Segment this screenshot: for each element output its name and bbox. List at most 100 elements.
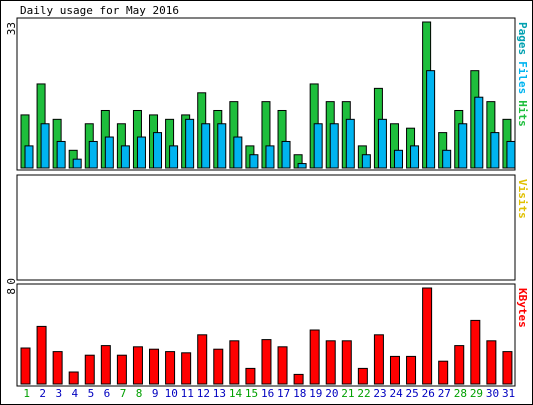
bar	[393, 149, 403, 169]
bar	[72, 158, 82, 169]
x-tick-label: 4	[72, 387, 79, 400]
x-tick-label: 18	[293, 387, 306, 400]
legend-entry: Files	[516, 61, 529, 94]
bar	[406, 355, 417, 385]
x-tick-label: 29	[470, 387, 483, 400]
x-tick-label: 2	[39, 387, 46, 400]
legend-entry: KBytes	[516, 288, 529, 328]
x-tick-label: 24	[389, 387, 403, 400]
bar	[24, 145, 34, 169]
bar	[506, 140, 516, 169]
bar	[341, 340, 352, 385]
x-tick-label: 23	[373, 387, 386, 400]
x-tick-label: 17	[277, 387, 290, 400]
x-tick-label: 22	[357, 387, 370, 400]
bar	[470, 319, 481, 385]
x-tick-label: 8	[136, 387, 143, 400]
x-tick-label: 9	[152, 387, 159, 400]
bar	[261, 339, 272, 385]
bar	[249, 154, 259, 169]
bar	[325, 340, 336, 385]
bar	[116, 354, 127, 385]
bar	[313, 123, 323, 169]
bar	[149, 348, 160, 385]
bar	[84, 354, 95, 385]
bar	[213, 348, 224, 385]
x-tick-label: 31	[502, 387, 515, 400]
chart-title: Daily usage for May 2016	[20, 4, 179, 17]
bar	[410, 145, 420, 169]
bar	[229, 340, 240, 385]
bar	[265, 145, 275, 169]
x-tick-label: 14	[229, 387, 243, 400]
bar	[100, 345, 111, 385]
bar	[486, 340, 497, 385]
x-tick-label: 12	[197, 387, 210, 400]
bar	[120, 145, 130, 169]
x-tick-label: 5	[88, 387, 95, 400]
bar	[181, 352, 192, 385]
x-tick-label: 19	[309, 387, 322, 400]
bar	[281, 140, 291, 169]
x-tick-label: 27	[438, 387, 451, 400]
x-tick-label: 6	[104, 387, 111, 400]
bar	[329, 123, 339, 169]
x-tick-label: 26	[422, 387, 435, 400]
bar	[277, 346, 288, 385]
y-tick-label: 0	[5, 278, 18, 285]
bar	[297, 163, 307, 169]
x-tick-label: 20	[325, 387, 338, 400]
bar	[454, 345, 465, 385]
bar	[185, 118, 195, 169]
legend-entry: Pages	[516, 22, 529, 55]
x-tick-label: 28	[454, 387, 467, 400]
x-tick-label: 21	[341, 387, 354, 400]
bar	[68, 371, 79, 385]
bar	[40, 123, 50, 169]
y-tick-label: 33	[5, 22, 18, 35]
bar	[422, 287, 433, 385]
bar	[309, 329, 320, 385]
bar	[377, 118, 387, 169]
bar	[20, 347, 31, 385]
legend-entry: Hits	[516, 100, 529, 127]
bar	[458, 123, 468, 169]
x-tick-label: 13	[213, 387, 226, 400]
legend-entry: Visits	[516, 179, 529, 219]
panel	[16, 174, 516, 281]
x-tick-label: 7	[120, 387, 127, 400]
bar	[389, 355, 400, 385]
bar	[104, 136, 114, 169]
bar	[88, 140, 98, 169]
bar	[245, 367, 256, 385]
bar	[197, 334, 208, 385]
bar	[474, 96, 484, 169]
bar	[56, 140, 66, 169]
x-tick-label: 1	[23, 387, 30, 400]
x-tick-label: 15	[245, 387, 258, 400]
x-tick-label: 11	[181, 387, 194, 400]
bar	[438, 360, 449, 385]
bar	[442, 149, 452, 169]
bar	[426, 70, 436, 169]
bar	[357, 367, 368, 385]
x-tick-label: 10	[165, 387, 178, 400]
bar	[201, 123, 211, 169]
bar	[502, 351, 513, 385]
bar	[293, 373, 304, 385]
x-tick-label: 30	[486, 387, 499, 400]
bar	[361, 154, 371, 169]
bar	[373, 334, 384, 385]
bar	[233, 136, 243, 169]
bar	[345, 118, 355, 169]
bar	[169, 145, 179, 169]
bar	[136, 136, 146, 169]
x-tick-label: 25	[406, 387, 419, 400]
bar	[52, 351, 63, 385]
y-tick-label: 8	[5, 288, 18, 295]
x-tick-label: 16	[261, 387, 274, 400]
bar	[217, 123, 227, 169]
bar	[165, 351, 176, 385]
x-tick-label: 3	[55, 387, 62, 400]
